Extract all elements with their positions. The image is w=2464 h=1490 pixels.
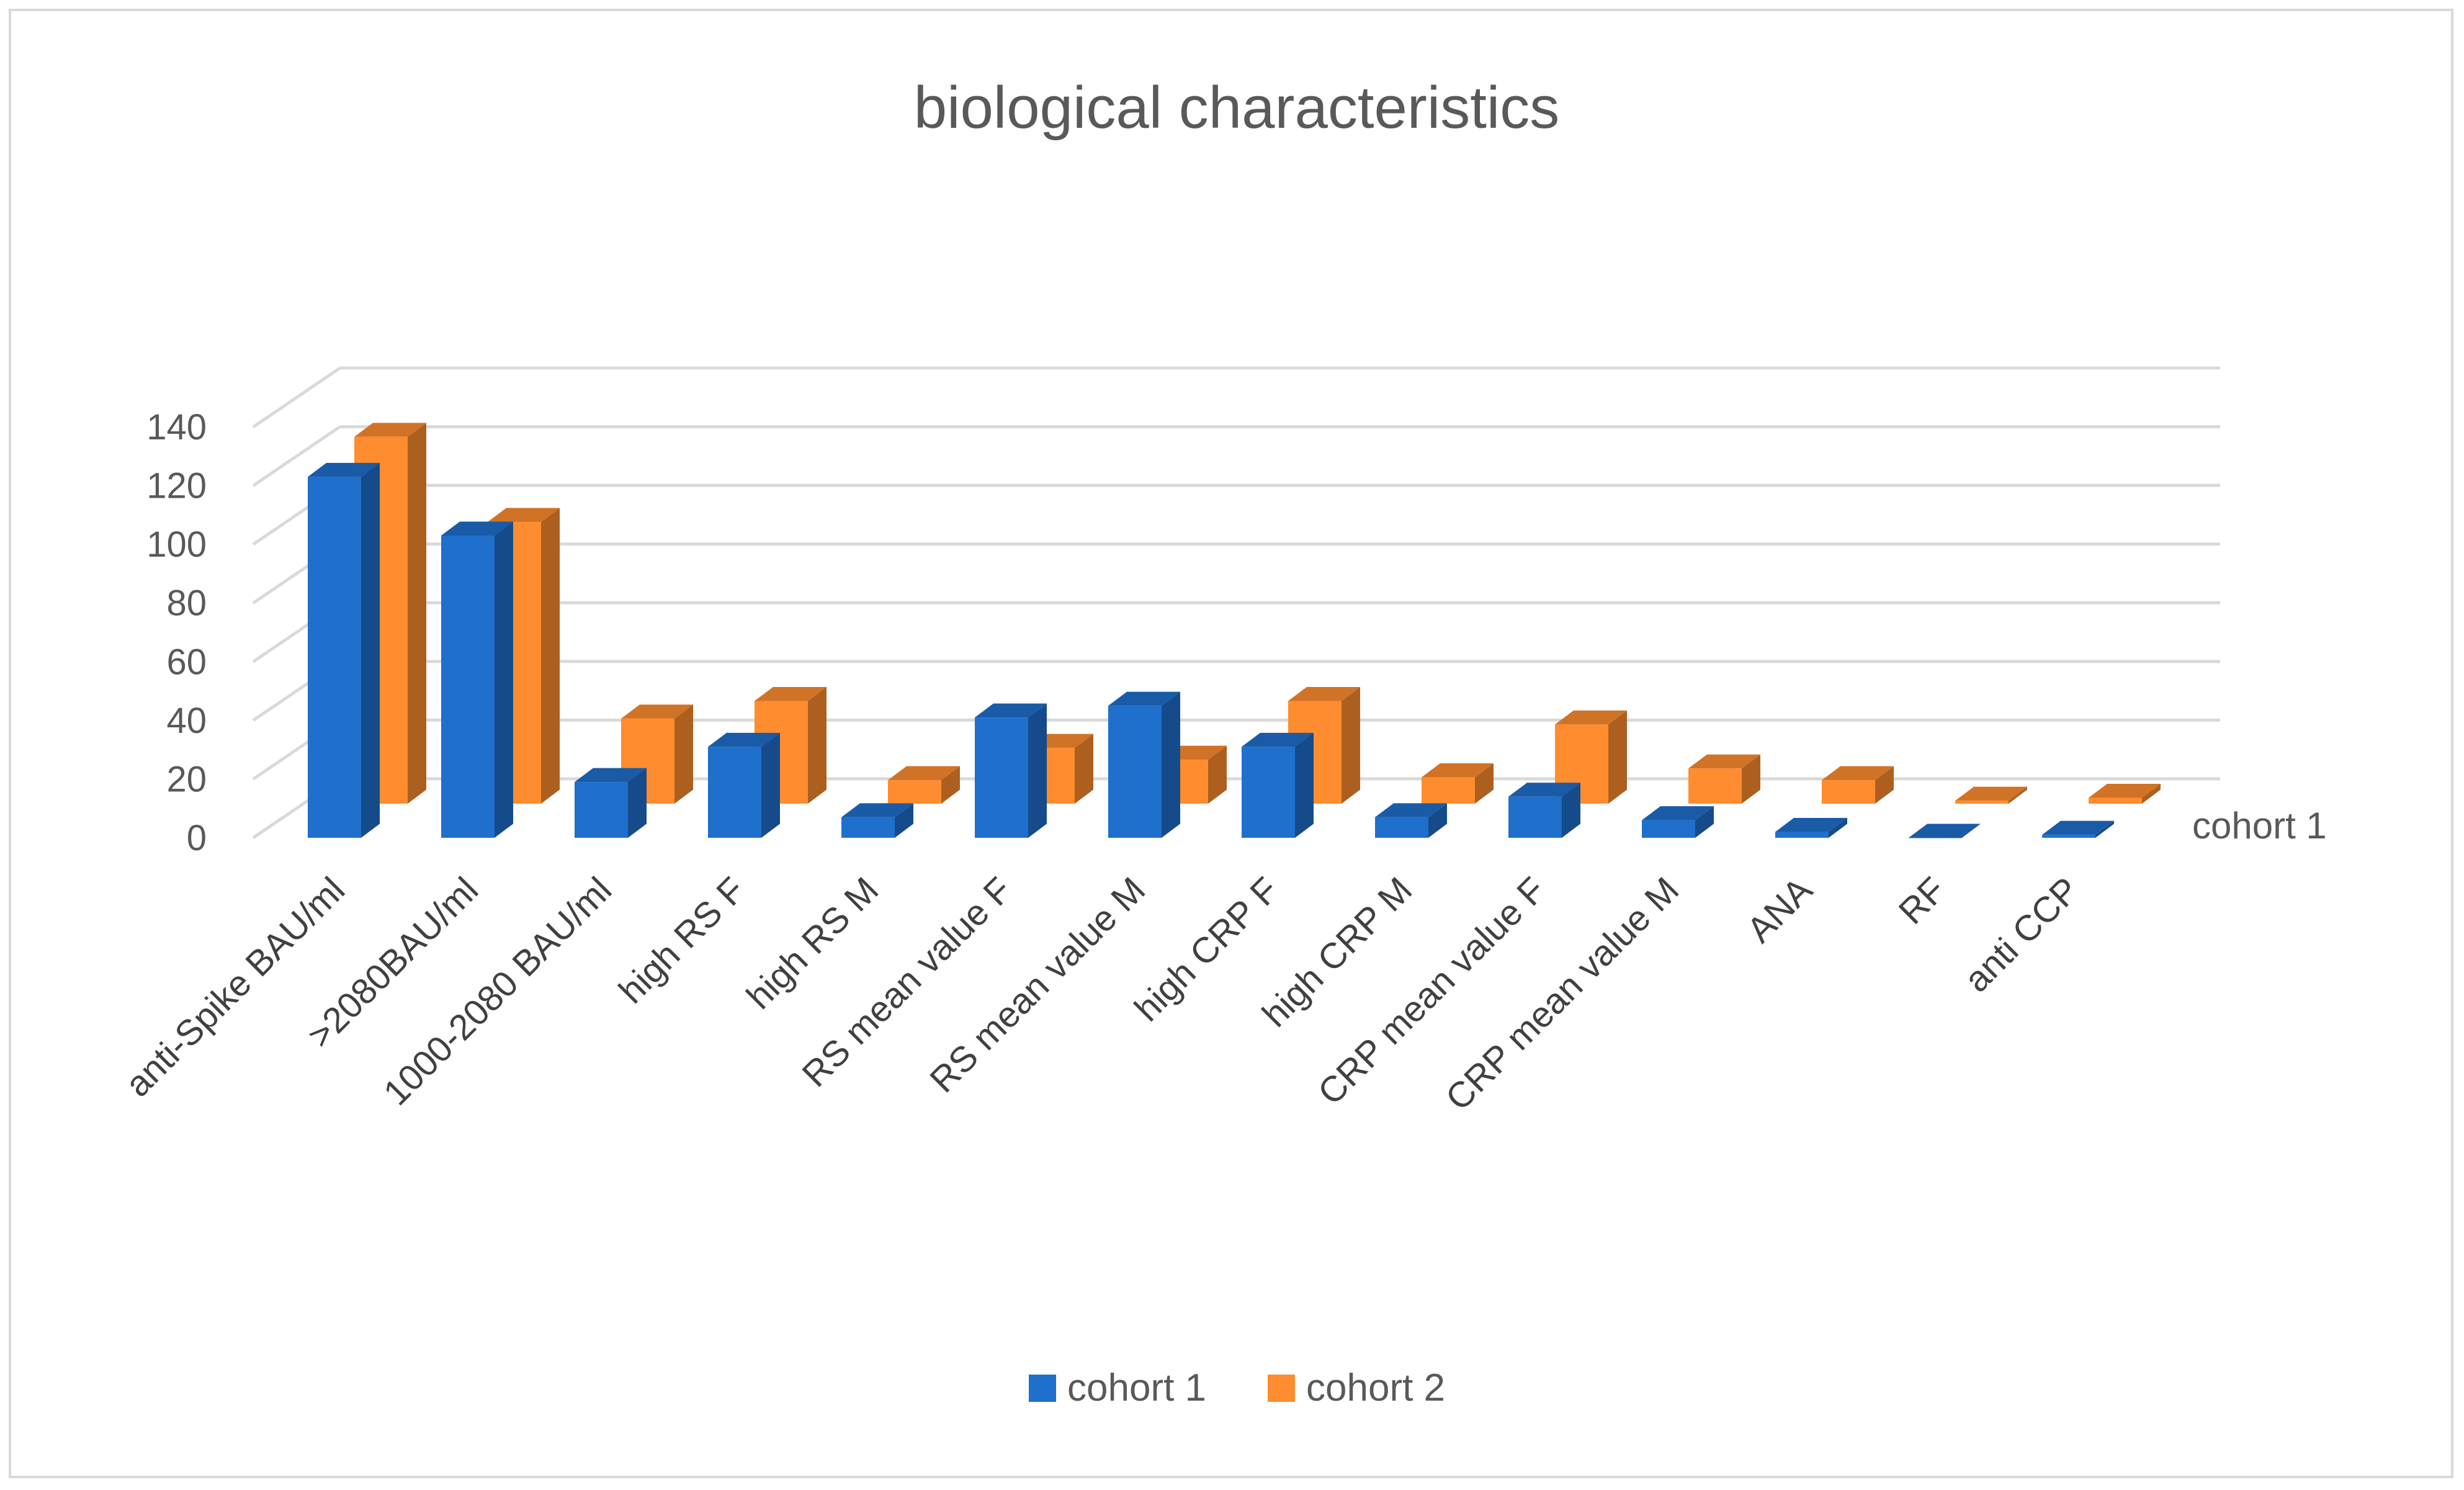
- bar-cohort-1: [1775, 818, 1847, 838]
- bar-cohort-1: [308, 462, 380, 838]
- cohort-1-bars: [308, 462, 2114, 838]
- bar-cohort-2: [1555, 710, 1627, 804]
- legend-item: cohort 2: [1268, 1367, 1445, 1409]
- bar-cohort-2: [2089, 784, 2161, 804]
- bar-cohort-1: [1375, 803, 1447, 838]
- legend-label: cohort 2: [1306, 1367, 1445, 1409]
- legend-swatch: [1268, 1375, 1295, 1402]
- legend-label: cohort 1: [1067, 1367, 1206, 1409]
- x-tick-label: anti-Spike BAU/ml: [117, 869, 352, 1105]
- bar-chart: biological characteristics 0 20 40 60 80 100 1…: [117, 74, 2327, 1409]
- legend-swatch: [1029, 1375, 1056, 1402]
- y-tick-label: 60: [166, 642, 207, 682]
- bar-cohort-1: [1242, 732, 1314, 838]
- y-tick-label: 20: [166, 759, 207, 799]
- bar-cohort-1: [841, 803, 913, 838]
- bar-cohort-1: [1642, 806, 1714, 838]
- bar-cohort-1: [975, 703, 1047, 838]
- bar-cohort-2: [1422, 763, 1494, 804]
- x-tick-label: ANA: [1739, 869, 1821, 951]
- y-axis-ticks: 0 20 40 60 80 100 120 140: [146, 407, 207, 858]
- x-tick-label: 1000-2080 BAU/ml: [376, 869, 619, 1113]
- chart-frame: biological characteristics 0 20 40 60 80 100 1…: [9, 9, 2453, 1478]
- bar-cohort-1: [708, 732, 780, 838]
- y-tick-label: 100: [146, 524, 207, 565]
- x-tick-label: high RS F: [611, 869, 753, 1011]
- bar-cohort-1: [575, 768, 647, 838]
- bar-cohort-1: [1909, 824, 1981, 838]
- bar-cohort-2: [1955, 786, 2027, 804]
- bar-cohort-2: [888, 766, 960, 804]
- bar-cohort-1: [1508, 783, 1580, 838]
- gridline-side: [252, 425, 341, 487]
- bar-cohort-1: [2042, 820, 2114, 838]
- gridline-side: [252, 366, 341, 429]
- bar-cohort-2: [621, 704, 693, 804]
- depth-axis-label: cohort 1: [2192, 805, 2327, 846]
- y-tick-label: 120: [146, 466, 207, 506]
- legend-item: cohort 1: [1029, 1367, 1206, 1409]
- legend: cohort 1 cohort 2: [1029, 1367, 1445, 1409]
- y-tick-label: 0: [187, 818, 207, 858]
- depth-axis: cohort 1: [2192, 805, 2327, 846]
- chart-title: biological characteristics: [914, 74, 1559, 141]
- bar-cohort-1: [441, 521, 513, 838]
- x-tick-label: RF: [1891, 869, 1954, 932]
- x-tick-label: CRP mean value M: [1438, 869, 1687, 1118]
- bar-cohort-2: [1688, 754, 1760, 804]
- bar-cohort-2: [1822, 766, 1894, 804]
- x-tick-label: high RS M: [739, 869, 886, 1017]
- y-tick-label: 140: [146, 407, 207, 447]
- bar-cohort-1: [1108, 691, 1180, 838]
- y-tick-label: 40: [166, 701, 207, 741]
- x-tick-label: CRP mean value F: [1310, 869, 1554, 1113]
- x-tick-label: anti CCP: [1956, 869, 2087, 1000]
- y-tick-label: 80: [166, 583, 207, 624]
